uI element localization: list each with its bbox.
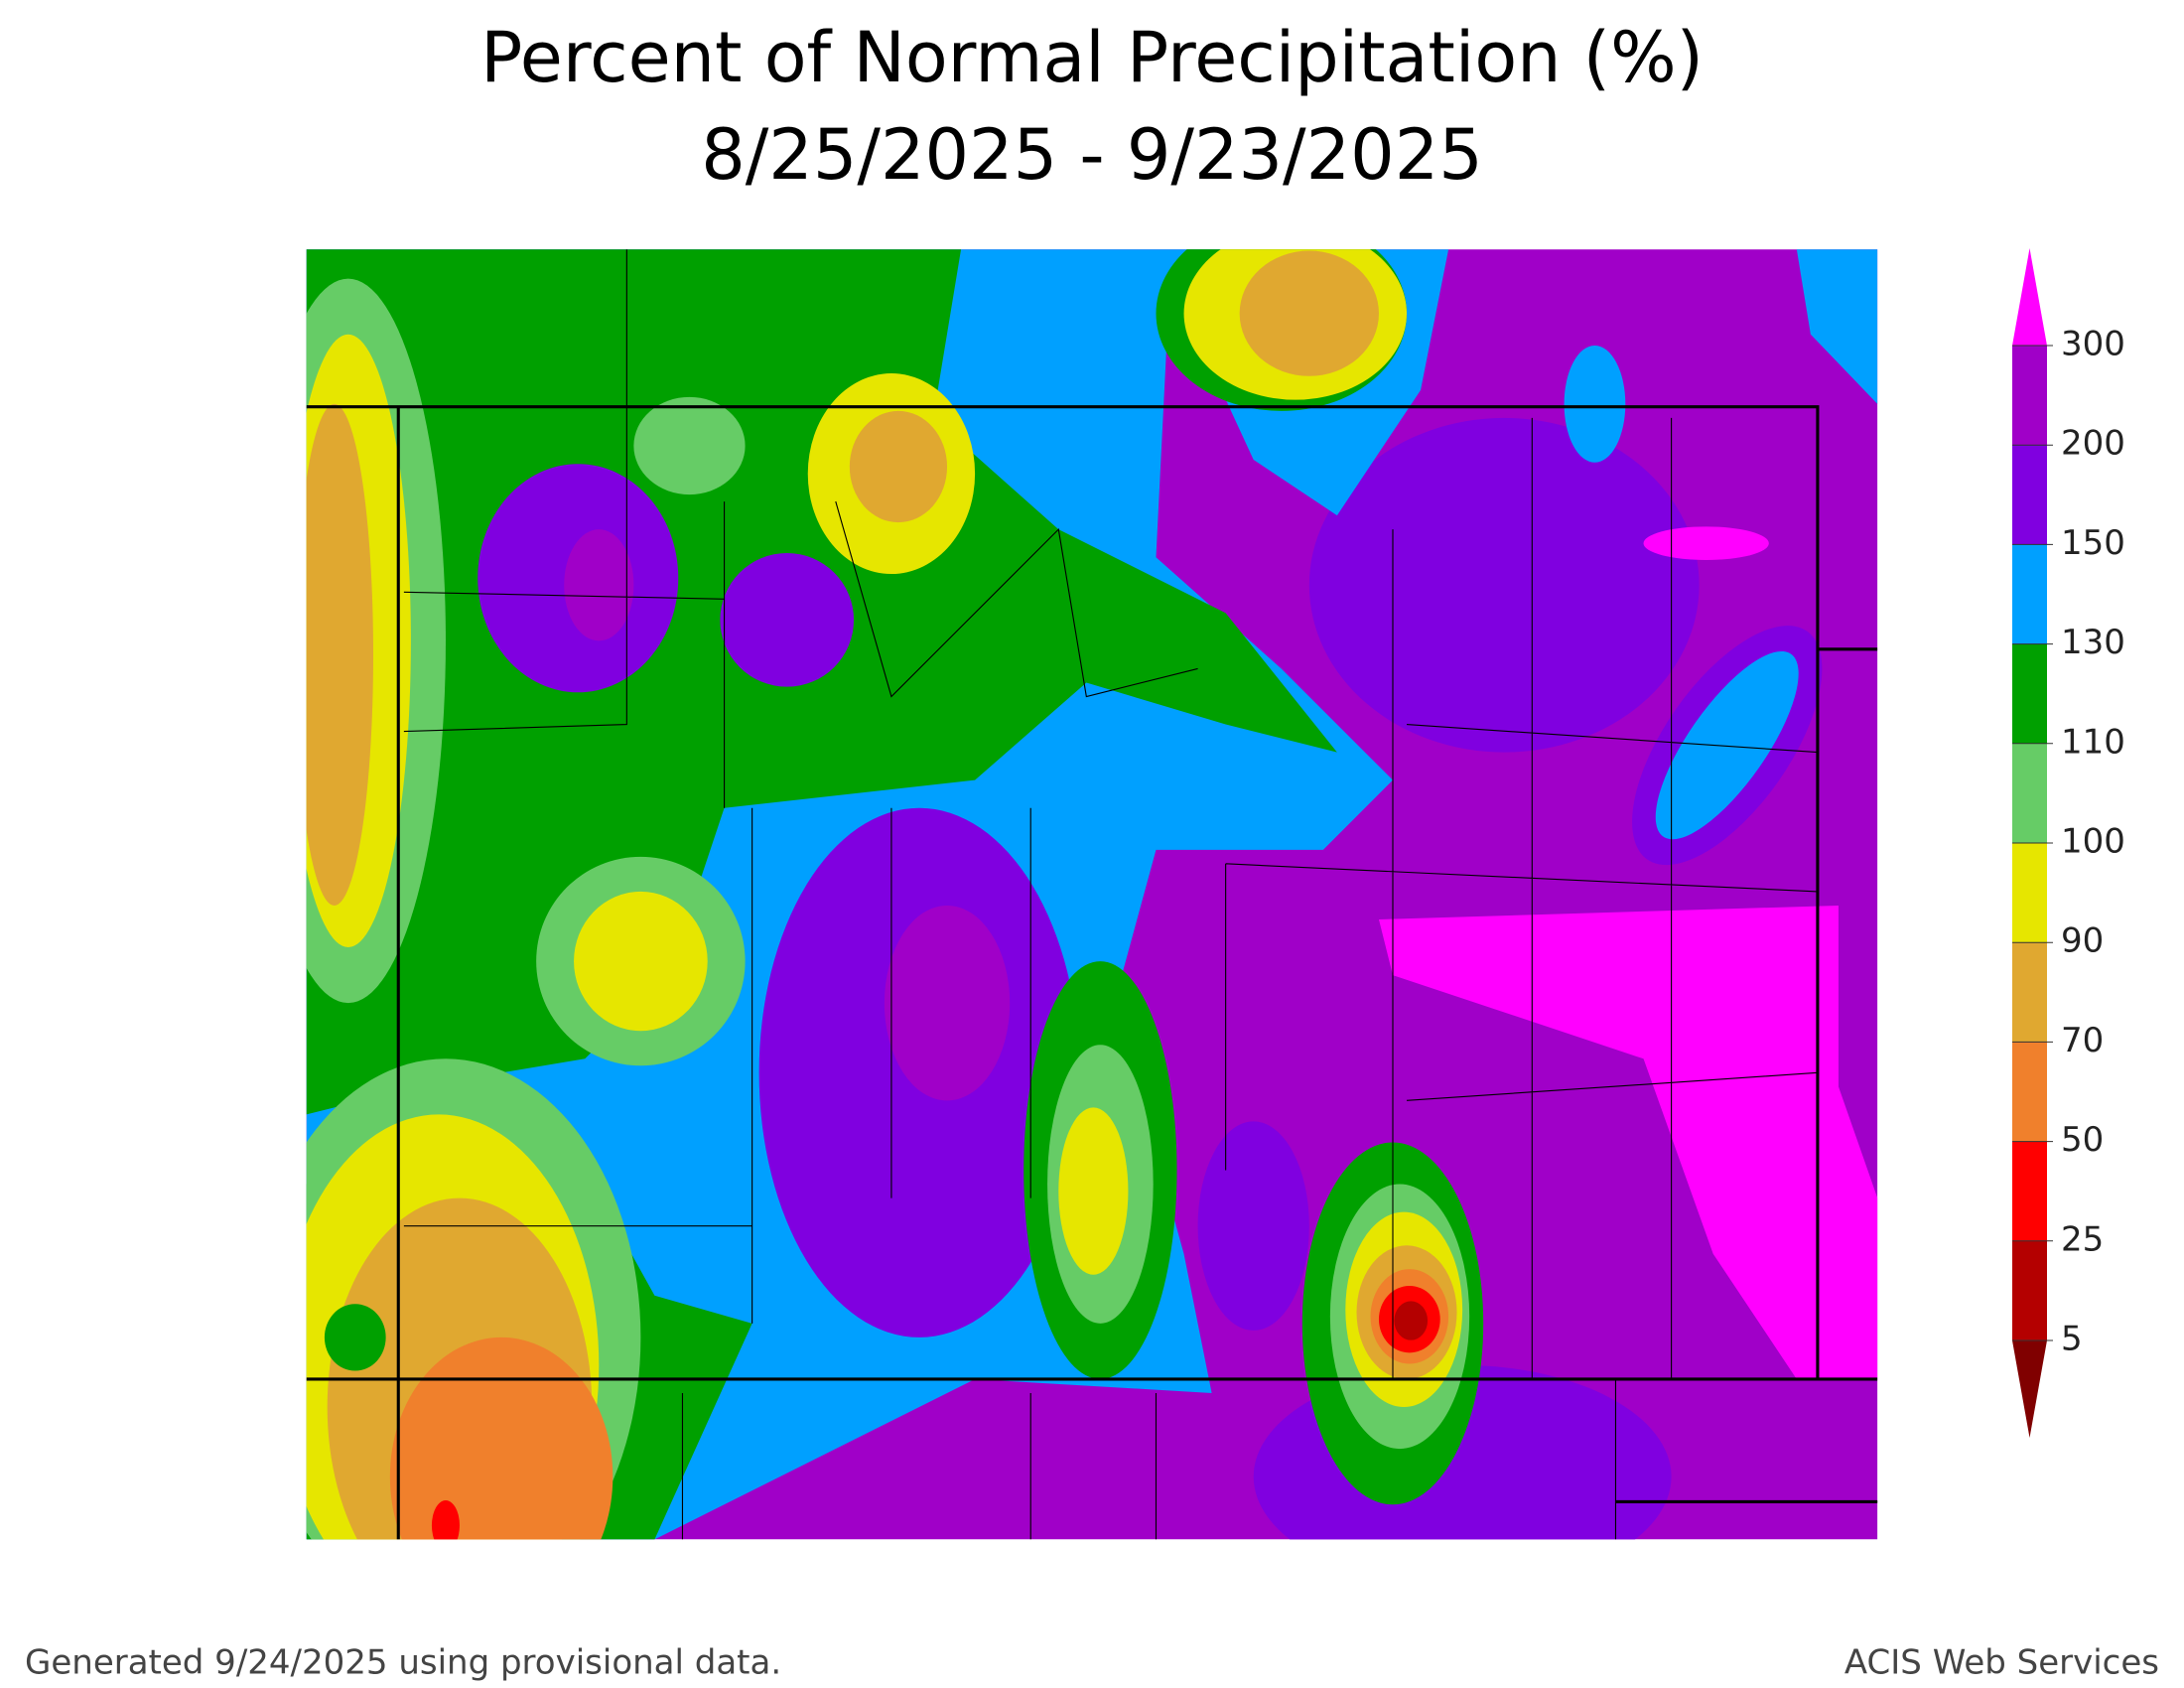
- title-line-1: Percent of Normal Precipitation (%): [480, 17, 1704, 98]
- legend-label: 300: [2061, 325, 2125, 364]
- legend-swatch: [2012, 544, 2047, 644]
- legend-swatch: [2012, 1042, 2047, 1142]
- title-line-2: 8/25/2025 - 9/23/2025: [701, 114, 1483, 196]
- legend-label: 50: [2061, 1120, 2104, 1160]
- legend-swatch: [2012, 1240, 2047, 1340]
- legend-label: 130: [2061, 623, 2125, 662]
- legend-label: 25: [2061, 1219, 2104, 1259]
- legend-swatch: [2012, 942, 2047, 1043]
- legend-label: 110: [2061, 722, 2125, 762]
- legend-high-arrow: [2012, 248, 2047, 346]
- legend-label: 90: [2061, 921, 2104, 961]
- legend-low-arrow: [2012, 1340, 2047, 1438]
- footer-note: Generated 9/24/2025 using provisional da…: [25, 1643, 781, 1683]
- legend-label: 200: [2061, 424, 2125, 464]
- map: [306, 249, 1878, 1540]
- footer-credit: ACIS Web Services: [1844, 1643, 2159, 1683]
- legend-label: 150: [2061, 523, 2125, 563]
- legend-label: 70: [2061, 1021, 2104, 1060]
- legend-swatch: [2012, 843, 2047, 943]
- legend-swatch: [2012, 445, 2047, 545]
- legend-swatch: [2012, 1141, 2047, 1241]
- color-legend: 5 25 50 70 90 100 110 130 150 200 300: [2012, 248, 2125, 1438]
- legend-label: 5: [2061, 1320, 2083, 1359]
- legend-swatch: [2012, 346, 2047, 446]
- legend-swatch: [2012, 643, 2047, 744]
- legend-swatch: [2012, 743, 2047, 843]
- legend-label: 100: [2061, 822, 2125, 862]
